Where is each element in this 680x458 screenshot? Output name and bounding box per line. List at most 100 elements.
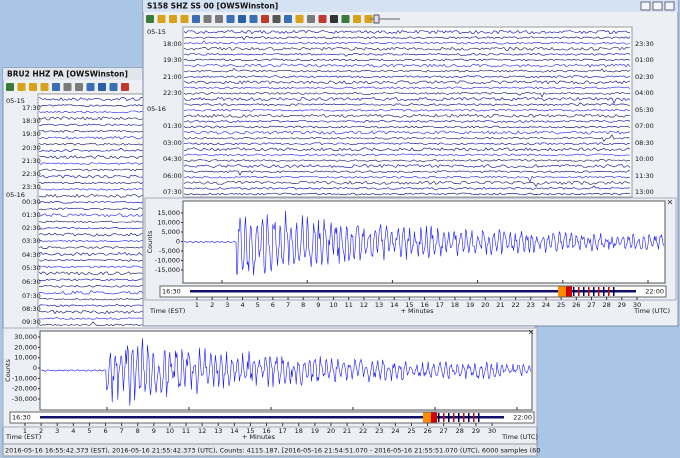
helicorder-time-label: 19:30 [22,130,41,138]
slider-thumb[interactable] [373,14,380,24]
axis-label: Time (EST) [5,433,41,441]
minute-label: 1 [23,427,27,435]
toolbar-button[interactable] [364,15,373,23]
helicorder-trace [183,92,631,98]
minute-label: 10 [166,427,174,435]
overview-spike [608,287,610,296]
minute-label: 24 [391,427,399,435]
toolbar-button[interactable] [215,15,223,23]
toolbar-button[interactable] [284,15,292,23]
toolbar-button[interactable] [6,83,14,91]
minute-label: 10 [329,301,337,309]
minute-label: 4 [71,427,75,435]
overview-spike [588,287,590,296]
toolbar-button[interactable] [307,15,315,23]
y-tick-label: 0 [33,364,37,372]
toolbar-button[interactable] [146,15,154,23]
waveform-plot [182,200,666,284]
toolbar-button[interactable] [203,15,212,23]
window-button[interactable] [652,1,663,11]
window-title: S158 SHZ SS 00 [OWSWinston] [147,2,278,11]
minute-label: 21 [343,427,351,435]
toolbar-button[interactable] [157,15,166,23]
toolbar-button[interactable] [249,15,258,23]
toolbar-button[interactable] [75,83,83,91]
overview-highlight [431,412,437,423]
overview-spike [448,413,450,422]
toolbar-button[interactable] [121,83,129,91]
helicorder-time-label: 13:00 [635,188,654,196]
helicorder-time-label: 04:30 [22,251,41,259]
toolbar-button[interactable] [272,15,281,23]
minute-label: 15 [405,301,413,309]
toolbar-button[interactable] [318,15,327,23]
overview-spike [453,413,455,422]
toolbar-button[interactable] [261,15,269,23]
window-button[interactable] [664,1,675,11]
y-tick-label: -5,000 [159,247,180,255]
toolbar-button[interactable] [98,83,106,91]
helicorder-time-label: 05-15 [147,28,166,36]
toolbar-button[interactable] [29,83,37,91]
minute-label: 27 [587,301,595,309]
overview-highlight [566,286,572,297]
helicorder-time-label: 17:30 [22,104,41,112]
toolbar-button[interactable] [180,15,189,23]
toolbar-button[interactable] [192,15,200,23]
helicorder-time-label: 06:00 [163,172,182,180]
minute-label: 27 [440,427,448,435]
overview-spike [603,287,605,296]
toolbar-button[interactable] [353,15,361,23]
helicorder-trace [183,134,631,142]
minute-label: 8 [301,301,305,309]
y-axis-label: Counts [4,359,12,382]
overview-highlight [558,286,568,297]
helicorder-time-label: 10:00 [635,155,654,163]
toolbar-button[interactable] [63,83,72,91]
close-icon[interactable] [528,329,534,335]
strip-start: 16:30 [162,288,181,296]
toolbar-button[interactable] [169,15,177,23]
close-icon[interactable] [667,199,673,205]
helicorder-time-label: 05-15 [6,97,25,105]
toolbar-button[interactable] [109,83,118,91]
toolbar-button[interactable] [238,15,246,23]
overview-spike [593,287,595,296]
helicorder-time-label: 01:00 [635,56,654,64]
status-text: 2016-05-16 16:55:42.373 (EST), 2016-05-1… [5,447,540,455]
minute-label: 13 [214,427,222,435]
minute-label: 4 [240,301,244,309]
y-tick-label: 5,000 [161,228,180,236]
minute-label: 25 [407,427,415,435]
y-tick-label: 0 [176,238,180,246]
waveform-plot [39,330,533,411]
helicorder-trace [183,52,631,57]
toolbar-button[interactable] [52,83,60,91]
helicorder-trace [183,29,631,35]
toolbar-button[interactable] [226,15,235,23]
toolbar-button[interactable] [295,15,304,23]
helicorder-time-label: 21:30 [22,157,41,165]
y-tick-label: -10,000 [155,257,180,265]
minute-label: 20 [327,427,335,435]
minute-label: 23 [527,301,535,309]
minute-label: 19 [466,301,474,309]
helicorder-time-label: 18:00 [163,40,182,48]
toolbar-button[interactable] [330,15,338,23]
minute-label: 6 [271,301,275,309]
toolbar-button[interactable] [40,83,49,91]
minute-label: 2 [210,301,214,309]
helicorder-trace [183,63,631,68]
helicorder-time-label: 08:30 [22,305,41,313]
waveform-trace [183,210,665,276]
minute-label: 3 [55,427,59,435]
toolbar-button[interactable] [17,83,26,91]
axis-label: Time (UTC) [633,307,670,315]
toolbar-button[interactable] [341,15,350,23]
helicorder-time-label: 00:30 [22,198,41,206]
helicorder-time-label: 07:30 [163,188,182,196]
window-button[interactable] [640,1,651,11]
toolbar-button[interactable] [86,83,95,91]
minute-label: 24 [542,301,550,309]
